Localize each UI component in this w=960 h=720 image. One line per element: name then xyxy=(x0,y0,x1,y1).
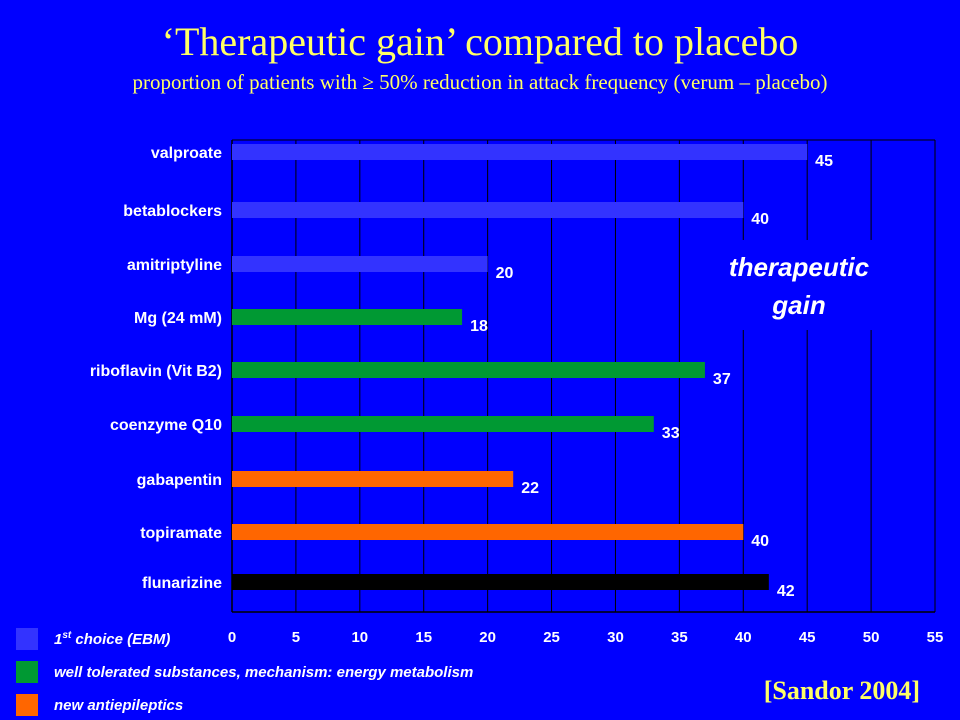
x-tick-label-5: 5 xyxy=(292,629,300,646)
data-label-7: 22 xyxy=(521,480,539,497)
x-tick-label-20: 20 xyxy=(479,629,496,646)
citation: [Sandor 2004] xyxy=(763,676,920,705)
x-tick-label-25: 25 xyxy=(543,629,560,646)
bar-4 xyxy=(232,309,463,325)
legend-label-antiepileptics: new antiepileptics xyxy=(54,696,184,714)
data-label-3: 20 xyxy=(496,265,514,282)
annotation-text-1: therapeutic xyxy=(729,252,870,282)
legend-item-energy-metabolism: well tolerated substances, mechanism: en… xyxy=(16,661,473,683)
bar-9 xyxy=(232,574,769,590)
annotation-text-2: gain xyxy=(771,290,825,320)
category-label-4: Mg (24 mM) xyxy=(134,310,222,327)
bar-6 xyxy=(232,416,654,432)
category-label-8: topiramate xyxy=(140,525,222,542)
legend-label-energy-metabolism: well tolerated substances, mechanism: en… xyxy=(54,663,474,681)
data-label-2: 40 xyxy=(751,211,769,228)
category-label-6: coenzyme Q10 xyxy=(110,417,222,434)
annotation-box xyxy=(682,240,922,330)
data-label-9: 42 xyxy=(777,583,795,600)
x-tick-label-0: 0 xyxy=(228,629,236,646)
x-tick-label-45: 45 xyxy=(799,629,816,646)
chart-subtitle: proportion of patients with ≥ 50% reduct… xyxy=(132,70,828,94)
category-label-2: betablockers xyxy=(123,203,222,220)
chart-title: ‘Therapeutic gain’ compared to placebo xyxy=(161,19,799,64)
data-label-1: 45 xyxy=(815,153,833,170)
legend-item-first-choice: 1st choice (EBM) xyxy=(16,628,170,650)
data-label-5: 37 xyxy=(713,371,731,388)
category-label-5: riboflavin (Vit B2) xyxy=(90,363,222,380)
data-label-6: 33 xyxy=(662,425,680,442)
x-tick-label-35: 35 xyxy=(671,629,688,646)
legend-item-antiepileptics: new antiepileptics xyxy=(16,694,183,716)
category-label-1: valproate xyxy=(151,145,222,162)
bar-7 xyxy=(232,471,514,487)
bar-8 xyxy=(232,524,744,540)
x-tick-label-30: 30 xyxy=(607,629,624,646)
bar-2 xyxy=(232,202,744,218)
x-tick-label-40: 40 xyxy=(735,629,752,646)
legend-swatch-antiepileptics xyxy=(16,694,38,716)
bars xyxy=(232,144,808,590)
annotation: therapeutic gain xyxy=(682,240,922,330)
x-tick-label-15: 15 xyxy=(415,629,432,646)
bar-3 xyxy=(232,256,488,272)
legend-swatch-first-choice xyxy=(16,628,38,650)
bar-1 xyxy=(232,144,808,160)
category-label-7: gabapentin xyxy=(137,472,222,489)
category-label-3: amitriptyline xyxy=(127,257,222,274)
category-label-9: flunarizine xyxy=(142,575,222,592)
x-tick-label-55: 55 xyxy=(927,629,944,646)
legend-swatch-energy-metabolism xyxy=(16,661,38,683)
data-label-8: 40 xyxy=(751,533,769,550)
data-label-4: 18 xyxy=(470,318,488,335)
labels: 0 5 10 15 20 25 30 35 40 45 50 55 valproate 45 betablo… xyxy=(90,145,944,646)
bar-5 xyxy=(232,362,705,378)
legend-label-first-choice: 1st choice (EBM) xyxy=(54,630,171,648)
x-tick-label-50: 50 xyxy=(863,629,880,646)
x-tick-label-10: 10 xyxy=(351,629,368,646)
